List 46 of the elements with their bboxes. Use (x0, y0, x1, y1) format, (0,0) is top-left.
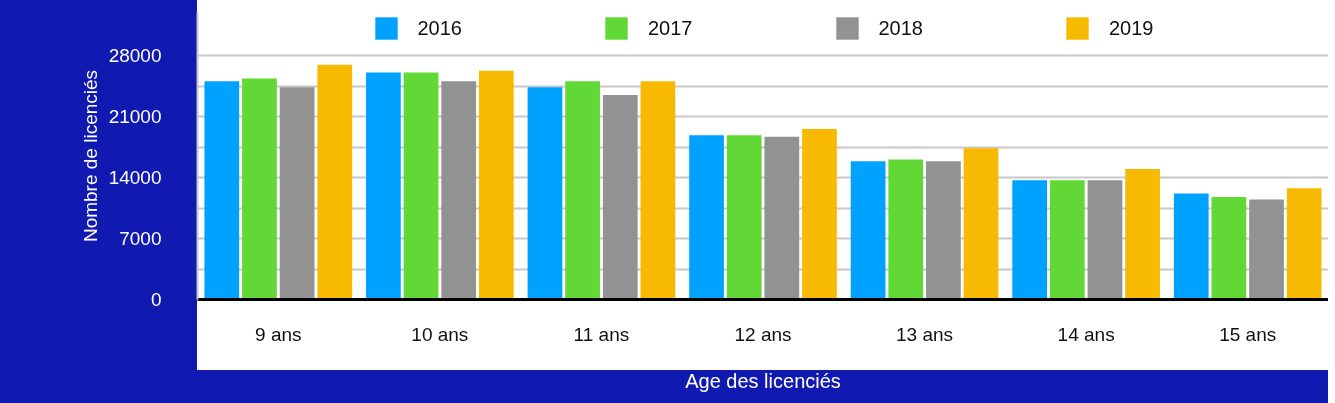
x-tick-label: 14 ans (1057, 323, 1115, 345)
x-tick-label: 13 ans (896, 323, 954, 345)
bar (689, 135, 724, 300)
legend-label: 2019 (1109, 16, 1154, 40)
y-tick-label: 21000 (108, 106, 162, 128)
bar (565, 81, 600, 300)
bar (1249, 199, 1284, 300)
bar (204, 81, 240, 300)
x-tick-label: 10 ans (411, 323, 469, 345)
x-tick-label: 15 ans (1219, 323, 1277, 345)
bar (478, 70, 514, 300)
bar (403, 72, 439, 300)
bar (317, 64, 353, 300)
y-tick-label: 14000 (108, 167, 162, 189)
bar (640, 81, 676, 300)
bar (888, 159, 924, 300)
legend-label: 2017 (648, 16, 693, 40)
bar (1125, 169, 1160, 300)
y-tick-label: 0 (150, 289, 162, 310)
bar (279, 87, 315, 300)
y-axis-title: Nombre de licenciés (79, 69, 101, 243)
y-tick-label: 28000 (108, 45, 162, 67)
bar (602, 95, 638, 300)
bar (1012, 180, 1048, 300)
bar (1286, 188, 1322, 300)
bar (802, 129, 837, 300)
y-tick-label: 7000 (119, 228, 162, 250)
bar (1173, 193, 1209, 300)
bar (1211, 196, 1247, 300)
x-axis-title: Age des licenciés (685, 369, 841, 392)
bar (242, 78, 277, 300)
x-tick-label: 12 ans (734, 323, 792, 345)
bar (926, 161, 961, 300)
bar (1087, 180, 1123, 300)
bar (963, 148, 999, 300)
bar (850, 161, 886, 300)
bar (764, 136, 800, 300)
bar (366, 72, 401, 300)
bar (441, 81, 477, 300)
bar (726, 135, 762, 300)
bar (527, 87, 563, 300)
bar (1049, 180, 1085, 300)
legend-label: 2016 (417, 16, 462, 40)
x-tick-label: 11 ans (573, 323, 630, 345)
x-tick-label: 9 ans (255, 323, 302, 345)
legend-label: 2018 (878, 16, 923, 40)
